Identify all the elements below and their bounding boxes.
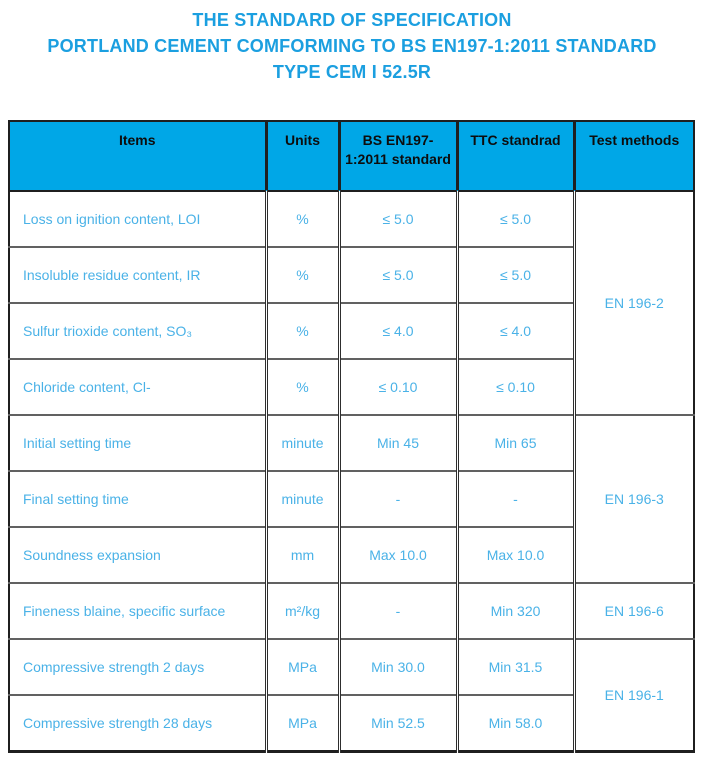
cell-bs: - — [337, 582, 457, 639]
cell-ttc: ≤ 5.0 — [455, 191, 574, 247]
header-bs-standard: BS EN197-1:2011 standard — [337, 121, 457, 192]
cell-item: Sulfur trioxide content, SO₃ — [9, 302, 266, 359]
table-header-row: Items Units BS EN197-1:2011 standard TTC… — [9, 121, 694, 192]
cell-ttc: Min 58.0 — [455, 694, 574, 751]
table-row: Initial setting time minute Min 45 Min 6… — [9, 414, 694, 583]
title-line-1: THE STANDARD OF SPECIFICATION — [192, 10, 512, 30]
cell-bs: ≤ 0.10 — [337, 358, 457, 415]
cell-unit: MPa — [264, 694, 339, 751]
cell-test-method: EN 196-2 — [572, 190, 694, 415]
cell-test-method: EN 196-3 — [572, 414, 694, 583]
cell-bs: ≤ 4.0 — [337, 302, 457, 359]
cell-item: Final setting time — [9, 470, 266, 527]
cell-unit: minute — [264, 414, 339, 471]
table-row: Chloride content, Cl- % ≤ 0.10 ≤ 0.10 — [9, 358, 694, 415]
cell-item: Insoluble residue content, IR — [9, 246, 266, 303]
cell-item: Fineness blaine, specific surface — [9, 582, 266, 639]
cell-ttc: ≤ 5.0 — [455, 246, 574, 303]
cell-bs: - — [337, 470, 457, 527]
table-row: Compressive strength 28 days MPa Min 52.… — [9, 694, 694, 751]
cell-unit: % — [264, 358, 339, 415]
title-line-2: PORTLAND CEMENT COMFORMING TO BS EN197-1… — [47, 36, 657, 56]
table-row: Soundness expansion mm Max 10.0 Max 10.0 — [9, 526, 694, 583]
cell-unit: minute — [264, 470, 339, 527]
cell-bs: Max 10.0 — [337, 526, 457, 583]
cell-unit: mm — [264, 526, 339, 583]
cell-ttc: ≤ 0.10 — [455, 358, 574, 415]
cell-ttc: - — [455, 470, 574, 527]
header-units: Units — [264, 121, 339, 192]
cell-ttc: ≤ 4.0 — [455, 302, 574, 359]
table-row: Sulfur trioxide content, SO₃ % ≤ 4.0 ≤ 4… — [9, 302, 694, 359]
title-line-3: TYPE CEM I 52.5R — [272, 62, 432, 82]
header-ttc-standard: TTC standrad — [455, 121, 574, 192]
cell-ttc: Max 10.0 — [455, 526, 574, 583]
specification-table: Items Units BS EN197-1:2011 standard TTC… — [8, 120, 695, 753]
cell-item: Compressive strength 28 days — [9, 694, 266, 751]
cell-test-method: EN 196-1 — [572, 638, 694, 751]
table-row: Fineness blaine, specific surface m²/kg … — [9, 582, 694, 639]
cell-ttc: Min 31.5 — [455, 638, 574, 695]
table-row: Final setting time minute - - — [9, 470, 694, 527]
cell-ttc: Min 320 — [455, 582, 574, 639]
cell-bs: Min 30.0 — [337, 638, 457, 695]
table-row: Loss on ignition content, LOI % ≤ 5.0 ≤ … — [9, 190, 694, 415]
page-title: THE STANDARD OF SPECIFICATION PORTLAND C… — [0, 7, 704, 85]
header-test-methods: Test methods — [572, 121, 694, 192]
cell-test-method: EN 196-6 — [572, 582, 694, 639]
cell-item: Soundness expansion — [9, 526, 266, 583]
cell-item: Chloride content, Cl- — [9, 358, 266, 415]
cell-item: Compressive strength 2 days — [9, 638, 266, 695]
cell-bs: ≤ 5.0 — [337, 246, 457, 303]
cell-bs: Min 52.5 — [337, 694, 457, 751]
cell-item: Loss on ignition content, LOI — [23, 211, 201, 227]
cell-item: Initial setting time — [9, 414, 266, 471]
cell-bs: Min 45 — [337, 414, 457, 471]
table-row: Compressive strength 2 days MPa Min 30.0… — [9, 638, 694, 751]
cell-unit: MPa — [264, 638, 339, 695]
table-row: Insoluble residue content, IR % ≤ 5.0 ≤ … — [9, 246, 694, 303]
header-items: Items — [9, 121, 266, 192]
cell-unit: % — [264, 191, 339, 247]
cell-unit: m²/kg — [264, 582, 339, 639]
cell-unit: % — [264, 246, 339, 303]
cell-ttc: Min 65 — [455, 414, 574, 471]
cell-unit: % — [264, 302, 339, 359]
cell-bs: ≤ 5.0 — [337, 191, 457, 247]
